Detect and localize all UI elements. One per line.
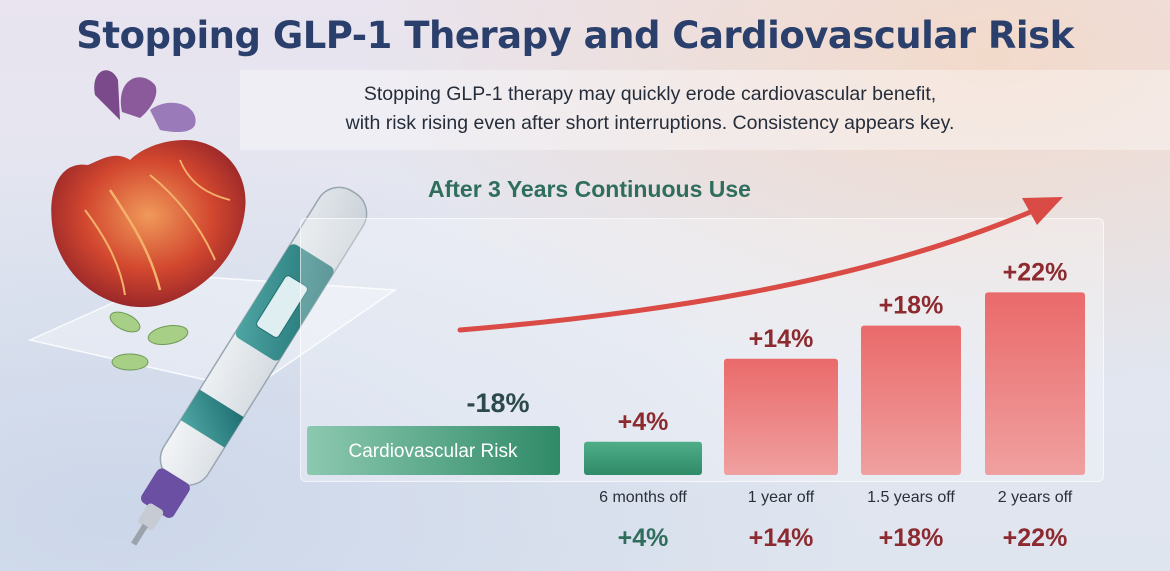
baseline-bar-label: Cardiovascular Risk — [349, 441, 518, 462]
category-label-2: 1 year off — [748, 489, 815, 506]
illustration — [27, 70, 398, 546]
heart-icon — [51, 70, 246, 308]
pen-injector-icon — [131, 186, 368, 546]
bar-1 — [584, 441, 702, 475]
bar-4 — [985, 292, 1085, 475]
trend-arrow-head — [1022, 197, 1063, 225]
bar-value-label-1: +4% — [618, 408, 669, 436]
bar-3 — [861, 325, 961, 475]
pills-icon — [109, 311, 189, 371]
trend-arrow-line — [457, 207, 1038, 333]
category-label-1: 6 months off — [599, 489, 687, 506]
bottom-label-4: +22% — [1003, 524, 1068, 552]
subtitle-line-2: with risk rising even after short interr… — [345, 112, 955, 134]
subtitle-band — [240, 70, 1170, 150]
bar-2 — [724, 358, 838, 475]
bar-value-label-2: +14% — [749, 325, 814, 353]
subtitle-line-1: Stopping GLP-1 therapy may quickly erode… — [363, 83, 937, 105]
category-label-3: 1.5 years off — [867, 489, 955, 506]
baseline-value-label: -18% — [466, 388, 529, 418]
chart-title: After 3 Years Continuous Use — [428, 176, 751, 202]
page-title: Stopping GLP-1 Therapy and Cardiovascula… — [76, 14, 1074, 57]
bottom-label-1: +4% — [618, 524, 669, 552]
subtitle: Stopping GLP-1 therapy may quickly erode… — [250, 80, 1050, 138]
bottom-label-2: +14% — [749, 524, 814, 552]
baseline-bar — [307, 426, 560, 475]
bottom-label-3: +18% — [879, 524, 944, 552]
bar-value-label-4: +22% — [1003, 258, 1068, 286]
category-label-4: 2 years off — [998, 489, 1073, 506]
bar-value-label-3: +18% — [879, 292, 944, 320]
